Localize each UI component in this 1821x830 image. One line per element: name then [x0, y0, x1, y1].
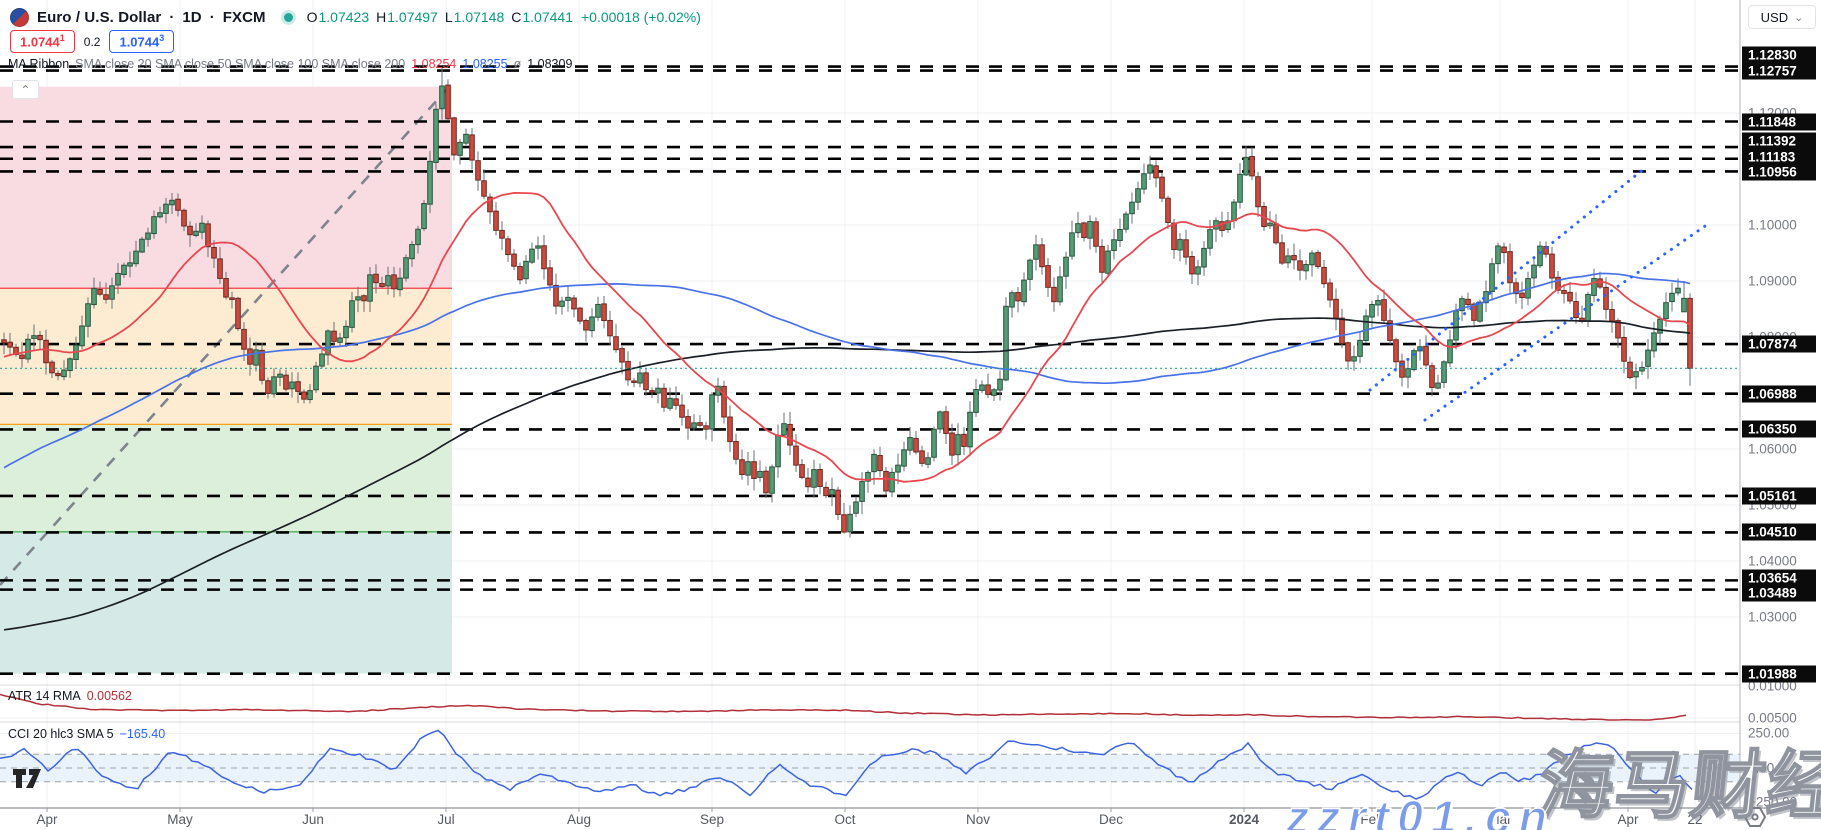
atr-legend-part: 0.00562 [86, 689, 132, 703]
svg-text:1.10000: 1.10000 [1748, 218, 1797, 233]
atr-legend-part: ATR 14 RMA [8, 689, 81, 703]
svg-text:1.03489: 1.03489 [1748, 586, 1797, 601]
support-resistance-zones [0, 86, 452, 674]
ma-legend-part: ø [513, 57, 522, 71]
svg-text:1.04000: 1.04000 [1748, 554, 1797, 569]
svg-text:1.03000: 1.03000 [1748, 610, 1797, 625]
sma-100-line [3, 272, 1691, 469]
svg-text:1.11848: 1.11848 [1748, 115, 1797, 130]
price-scale[interactable]: 1.120001.100001.090001.080001.060001.050… [1739, 0, 1821, 830]
buy-button[interactable]: 1.07443 [109, 30, 175, 54]
sell-price: 1.0744 [20, 34, 60, 50]
ohlc-values: O 1.07423 H 1.07497 L 1.07148 C 1.07441 [307, 9, 573, 25]
ohlc-label: H [376, 9, 387, 25]
svg-text:1.04510: 1.04510 [1748, 525, 1797, 540]
tradingview-logo[interactable] [12, 768, 46, 790]
svg-text:Apr: Apr [36, 812, 58, 827]
atr-legend[interactable]: ATR 14 RMA 0.00562 [8, 689, 132, 703]
svg-text:Dec: Dec [1099, 812, 1123, 827]
price-level-lines[interactable] [0, 65, 1740, 675]
svg-text:Jul: Jul [437, 812, 454, 827]
ohlc-label: L [444, 9, 453, 25]
svg-text:Sep: Sep [700, 812, 724, 827]
trendline-dotted-blue[interactable] [1368, 166, 1647, 392]
svg-text:Aug: Aug [567, 812, 591, 827]
currency-label: USD [1760, 9, 1789, 25]
ohlc-label: C [511, 9, 522, 25]
ohlc-value: 1.07423 [318, 9, 370, 25]
svg-text:1.11183: 1.11183 [1748, 150, 1796, 165]
svg-text:1.06000: 1.06000 [1748, 442, 1797, 457]
spread-value: 0.2 [83, 34, 101, 49]
ma-legend-part: 1.08254 [411, 57, 457, 71]
sma-200-line [3, 317, 1691, 631]
price-change: +0.00018 (+0.02%) [580, 9, 701, 25]
title-separator: · [169, 8, 175, 26]
svg-text:1.01988: 1.01988 [1748, 667, 1797, 682]
cci-legend-part: CCI 20 hlc3 SMA 5 [8, 727, 114, 741]
svg-text:1.09000: 1.09000 [1748, 274, 1797, 289]
ohlc-value: 1.07148 [453, 9, 505, 25]
atr-line [0, 693, 1687, 721]
title-separator: · [209, 8, 215, 26]
ma-legend-part: SMA close 20 SMA close 50 SMA close 100 … [75, 57, 406, 71]
svg-text:1.12830: 1.12830 [1748, 48, 1797, 63]
interval-label[interactable]: 1D [182, 8, 202, 26]
symbol-header[interactable]: Euro / U.S. Dollar · 1D · FXCM O 1.07423 H… [10, 6, 701, 28]
cci-legend[interactable]: CCI 20 hlc3 SMA 5 −165.40 [8, 727, 165, 741]
svg-text:−250.00: −250.00 [1748, 795, 1797, 810]
chevron-up-icon: ⌃ [20, 82, 31, 97]
exchange-label: FXCM [222, 8, 266, 26]
svg-text:Jun: Jun [302, 812, 324, 827]
buy-price-sup: 3 [159, 33, 165, 43]
sell-price-sup: 1 [59, 33, 65, 43]
svg-text:Feb: Feb [1360, 812, 1383, 827]
buy-price: 1.0744 [119, 34, 160, 50]
svg-text:2024: 2024 [1229, 812, 1260, 827]
svg-text:0.00: 0.00 [1748, 761, 1774, 776]
ma-legend-part: 1.08255 [462, 57, 508, 71]
svg-text:1.06350: 1.06350 [1748, 422, 1797, 437]
svg-text:May: May [167, 812, 193, 827]
svg-text:Nov: Nov [966, 812, 990, 827]
candlestick-series[interactable] [1, 67, 1693, 538]
svg-text:Apr: Apr [1617, 812, 1639, 827]
svg-text:1.11392: 1.11392 [1748, 134, 1796, 149]
ma-legend-part: MA Ribbon [8, 57, 70, 71]
svg-text:Mar: Mar [1488, 812, 1512, 827]
currency-selector-button[interactable]: USD ⌄ [1748, 5, 1816, 29]
chevron-down-icon: ⌄ [1794, 11, 1804, 24]
trendline-dotted-blue[interactable] [1423, 222, 1710, 422]
ohlc-value: 1.07441 [522, 9, 573, 25]
trade-buttons: 1.07441 0.2 1.07443 [10, 30, 175, 54]
market-status-icon[interactable] [283, 12, 293, 22]
svg-text:1.03654: 1.03654 [1748, 571, 1797, 586]
svg-text:22: 22 [1687, 812, 1702, 827]
svg-text:1.06988: 1.06988 [1748, 387, 1797, 402]
svg-text:1.07874: 1.07874 [1748, 337, 1797, 352]
svg-text:1.05161: 1.05161 [1748, 489, 1797, 504]
collapse-pane-button[interactable]: ⌃ [12, 80, 39, 99]
svg-text:Oct: Oct [834, 812, 855, 827]
cci-line [0, 729, 1693, 800]
ma-legend-part: 1.08309 [527, 57, 573, 71]
ohlc-label: O [306, 9, 318, 25]
ma-ribbon-legend[interactable]: MA Ribbon SMA close 20 SMA close 50 SMA c… [8, 57, 572, 71]
symbol-title[interactable]: Euro / U.S. Dollar [37, 8, 162, 26]
cci-legend-part: −165.40 [119, 727, 166, 741]
ohlc-value: 1.07497 [387, 9, 438, 25]
sell-button[interactable]: 1.07441 [10, 30, 75, 54]
time-axis[interactable]: Apr May Jun Jul Aug Sep Oct Nov Dec 2024 Feb Mar Apr… [0, 807, 1821, 830]
symbol-logo-icon [10, 7, 29, 27]
svg-text:0.00500: 0.00500 [1748, 711, 1797, 726]
svg-text:1.10956: 1.10956 [1748, 165, 1797, 180]
axis-settings-gear-icon[interactable] [1742, 805, 1768, 829]
sma-20-line [3, 191, 1691, 483]
svg-text:1.12757: 1.12757 [1748, 64, 1797, 79]
svg-text:250.00: 250.00 [1748, 726, 1789, 741]
